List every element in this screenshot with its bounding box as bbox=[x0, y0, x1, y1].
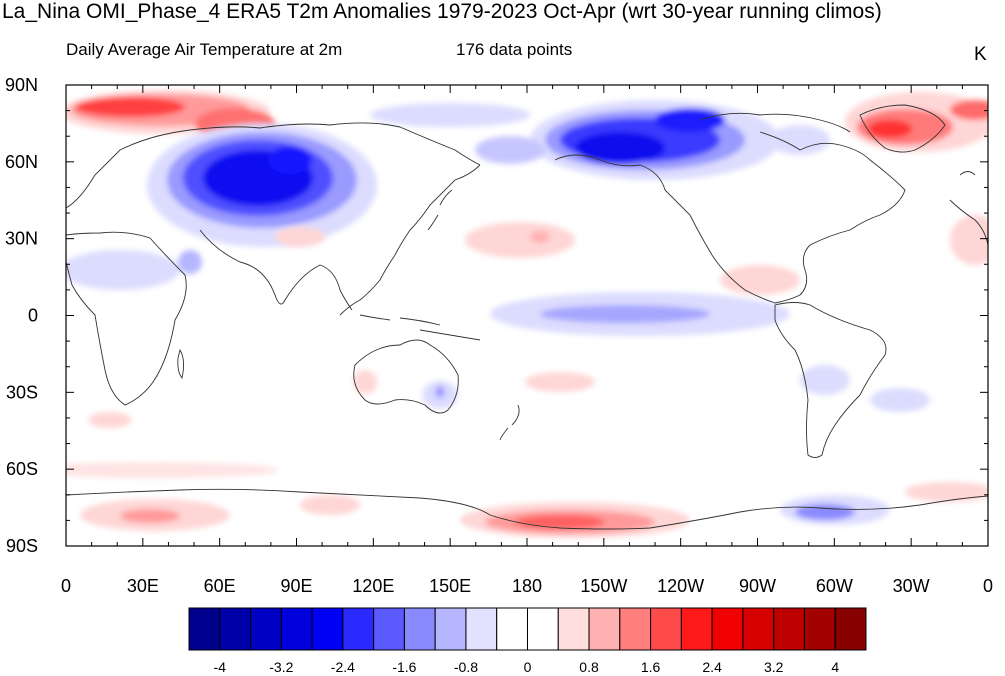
longitude-label: 90W bbox=[739, 576, 776, 596]
longitude-label: 150E bbox=[429, 576, 471, 596]
colorbar-swatch bbox=[680, 607, 713, 651]
longitude-label: 60E bbox=[204, 576, 236, 596]
map-title: La_Nina OMI_Phase_4 ERA5 T2m Anomalies 1… bbox=[2, 0, 882, 23]
longitude-labels: 0 30E 60E 90E 120E 150E 180 150W 120W 90W 60W 30W 0 bbox=[61, 576, 993, 596]
longitude-label: 180 bbox=[512, 576, 542, 596]
longitude-label: 30E bbox=[127, 576, 159, 596]
colorbar-swatch bbox=[465, 607, 498, 651]
variable-subtitle: Daily Average Air Temperature at 2m bbox=[66, 40, 343, 59]
latitude-label: 60S bbox=[6, 459, 38, 479]
colorbar-labels: -4 -3.2 -2.4 -1.6 -0.8 0 0.8 1.6 2.4 3.2 4 bbox=[214, 659, 840, 675]
colorbar-swatch bbox=[280, 607, 313, 651]
weak-anomaly-patches bbox=[66, 103, 988, 478]
colorbar-label: 2.4 bbox=[702, 659, 722, 675]
colorbar-swatch bbox=[619, 607, 652, 651]
antarctic-anomalies bbox=[80, 482, 988, 538]
axis-ticks bbox=[65, 84, 989, 547]
colorbar-label: 0 bbox=[524, 659, 532, 675]
colorbar-swatch bbox=[803, 607, 836, 651]
colorbar-swatch bbox=[773, 607, 805, 651]
latitude-label: 0 bbox=[28, 306, 38, 326]
longitude-label: 120E bbox=[352, 576, 394, 596]
data-count-subtitle: 176 data points bbox=[456, 40, 573, 59]
greenland-warm-anomaly bbox=[845, 92, 988, 152]
latitude-label: 90N bbox=[5, 75, 38, 95]
colorbar-label: 0.8 bbox=[579, 659, 599, 675]
colorbar-label: -3.2 bbox=[269, 659, 293, 675]
longitude-label: 0 bbox=[983, 576, 993, 596]
longitude-label: 90E bbox=[280, 576, 312, 596]
latitude-label: 60N bbox=[5, 152, 38, 172]
latitude-labels: 90N 60N 30N 0 30S 60S 90S bbox=[5, 75, 38, 556]
longitude-label: 0 bbox=[61, 576, 71, 596]
colorbar-swatch bbox=[373, 607, 405, 651]
latitude-label: 30N bbox=[5, 229, 38, 249]
colorbar-swatch bbox=[834, 607, 867, 651]
colorbar-swatch bbox=[496, 607, 528, 651]
colorbar-label: -1.6 bbox=[392, 659, 416, 675]
latitude-label: 90S bbox=[6, 536, 38, 556]
equatorial-pacific-cold-anomaly bbox=[490, 292, 790, 336]
coastlines bbox=[66, 104, 988, 530]
colorbar-swatch bbox=[711, 607, 744, 651]
colorbar-swatch bbox=[403, 607, 436, 651]
siberia-cold-anomaly bbox=[147, 123, 377, 247]
longitude-label: 30W bbox=[893, 576, 930, 596]
units-label: K bbox=[974, 44, 987, 65]
colorbar-swatch bbox=[588, 607, 621, 651]
longitude-label: 150W bbox=[580, 576, 627, 596]
colorbar-swatch bbox=[219, 607, 252, 651]
longitude-label: 60W bbox=[816, 576, 853, 596]
colorbar-swatch bbox=[527, 607, 559, 651]
colorbar-swatch bbox=[557, 607, 590, 651]
longitude-label: 120W bbox=[657, 576, 704, 596]
colorbar-swatch bbox=[434, 607, 467, 651]
colorbar-label: 1.6 bbox=[641, 659, 661, 675]
colorbar-label: 3.2 bbox=[764, 659, 784, 675]
colorbar-label: -2.4 bbox=[331, 659, 355, 675]
colorbar-swatch bbox=[742, 607, 775, 651]
alaska-cold-anomaly bbox=[530, 100, 780, 180]
colorbar-swatch bbox=[342, 607, 375, 651]
colorbar-swatch bbox=[250, 607, 282, 651]
colorbar-swatch bbox=[311, 607, 344, 651]
colorbar-label: 4 bbox=[831, 659, 839, 675]
anomaly-fill-layer bbox=[66, 90, 988, 538]
latitude-label: 30S bbox=[6, 382, 38, 402]
colorbar bbox=[188, 607, 867, 651]
colorbar-label: -4 bbox=[214, 659, 227, 675]
colorbar-label: -0.8 bbox=[454, 659, 478, 675]
colorbar-swatch bbox=[188, 607, 221, 651]
colorbar-swatch bbox=[650, 607, 682, 651]
